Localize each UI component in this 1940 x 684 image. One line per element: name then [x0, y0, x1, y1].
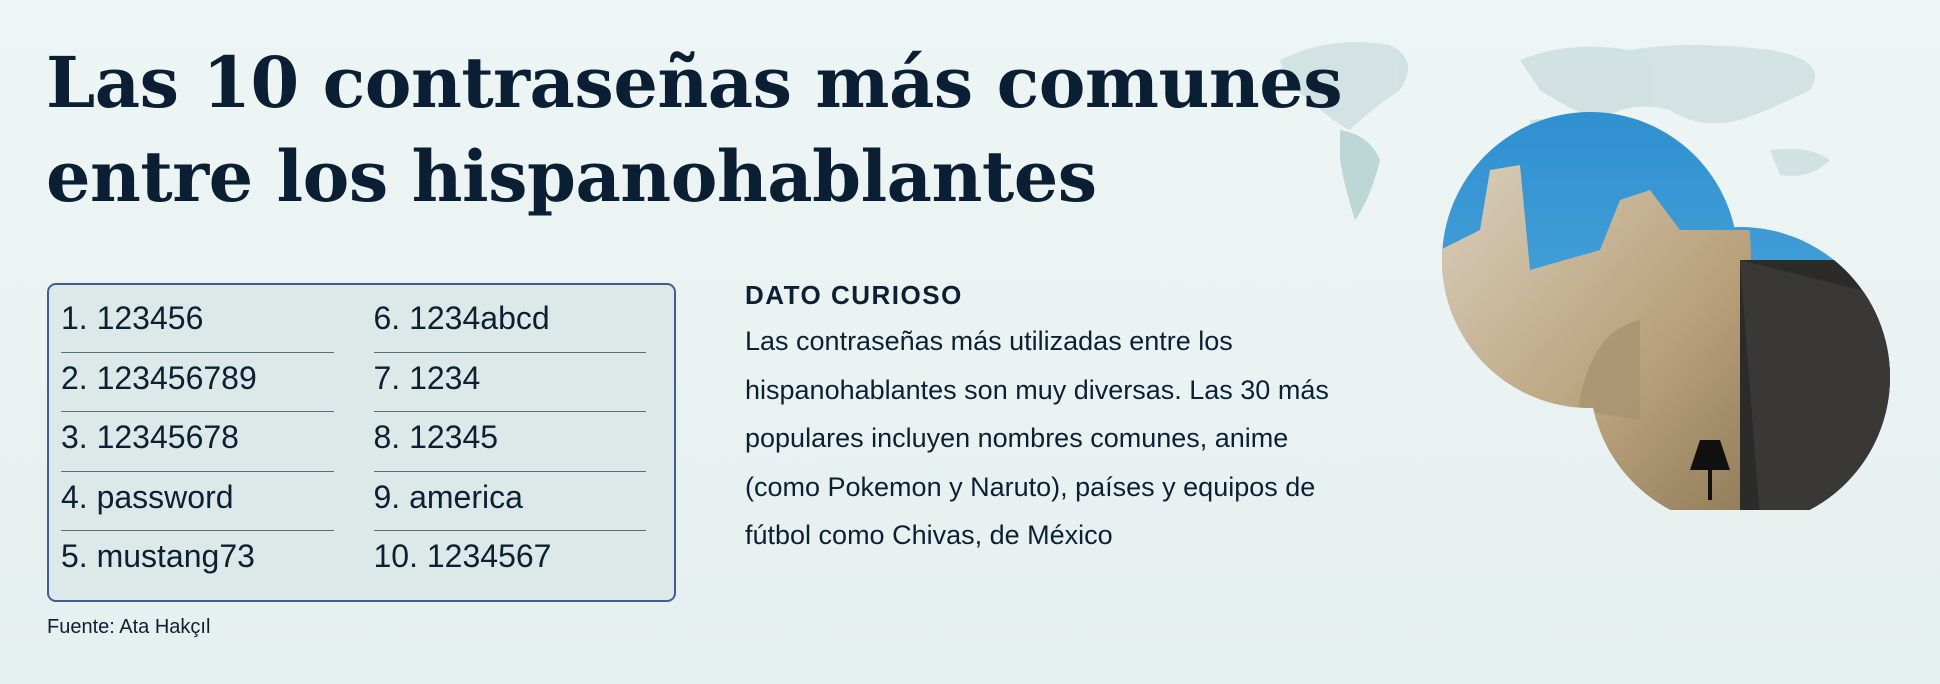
list-item: 1. 123456: [61, 293, 334, 353]
fun-fact: DATO CURIOSO Las contraseñas más utiliza…: [745, 280, 1365, 560]
password-list-right: 6. 1234abcd 7. 1234 8. 12345 9. america …: [373, 293, 646, 600]
list-item: 9. america: [373, 472, 646, 531]
list-item: 2. 123456789: [61, 353, 334, 412]
list-item: 8. 12345: [373, 412, 646, 472]
source-note: Fuente: Ata Hakçıl: [47, 616, 211, 638]
password-list-left: 1. 123456 2. 123456789 3. 12345678 4. pa…: [61, 293, 334, 600]
list-item: 5. mustang73: [61, 538, 255, 574]
list-item: 4. password: [61, 472, 334, 531]
list-item: 6. 1234abcd: [373, 293, 646, 353]
list-item: 3. 12345678: [61, 412, 334, 472]
password-list: 1. 123456 2. 123456789 3. 12345678 4. pa…: [47, 283, 676, 602]
list-item: 10. 1234567: [373, 538, 552, 574]
page-title: Las 10 contraseñas más comunes entre los…: [46, 41, 1343, 218]
cathedral-photo: [1442, 112, 1890, 510]
fun-fact-heading: DATO CURIOSO: [745, 280, 963, 310]
list-item: 7. 1234: [373, 353, 646, 412]
fun-fact-body: Las contraseñas más utilizadas entre los…: [745, 326, 1329, 550]
